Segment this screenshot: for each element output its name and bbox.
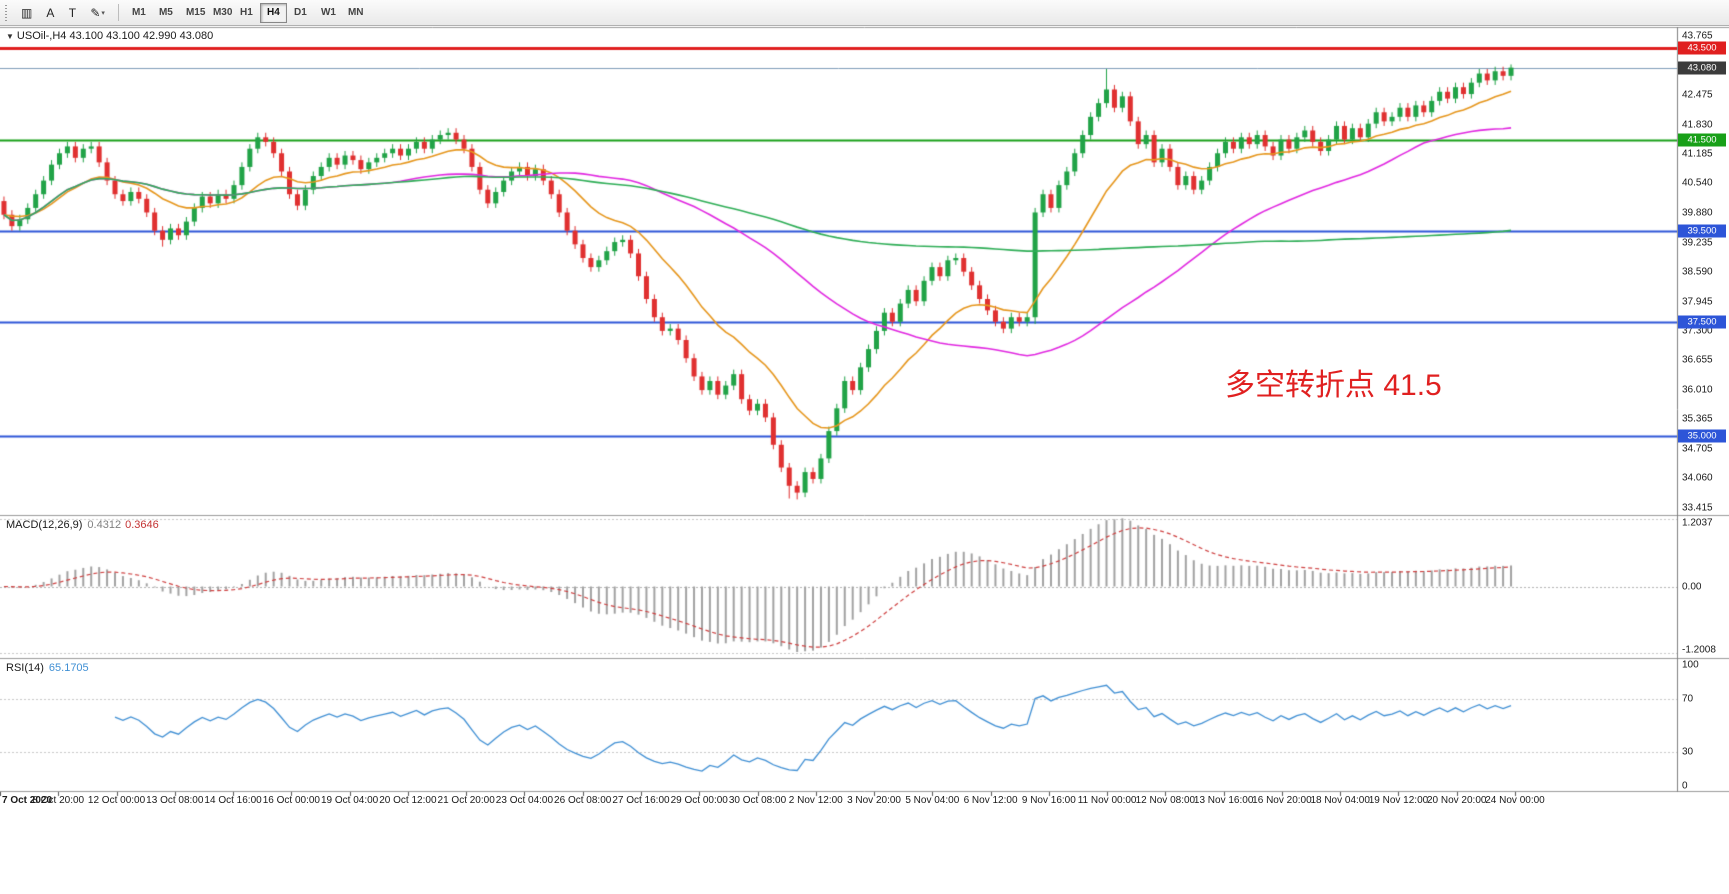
toolbar-grip[interactable] — [4, 4, 9, 21]
price-line-badge: 43.500 — [1678, 41, 1726, 55]
timeframe-button-M1[interactable]: M1 — [125, 3, 152, 23]
time-axis-label: 19 Oct 04:00 — [320, 795, 379, 806]
arrow-tool[interactable]: A — [39, 3, 61, 23]
price-axis-label: 35.365 — [1682, 413, 1713, 425]
price-line-badge: 37.500 — [1678, 315, 1726, 329]
time-axis-label: 3 Nov 20:00 — [847, 795, 901, 806]
text-tool[interactable]: T — [61, 3, 83, 23]
time-axis-label: 18 Nov 04:00 — [1310, 795, 1370, 806]
timeframe-button-M5[interactable]: M5 — [152, 3, 179, 23]
macd-axis-label: 1.2037 — [1682, 517, 1713, 529]
price-axis-label: 40.540 — [1682, 177, 1713, 189]
time-axis-label: 30 Oct 08:00 — [728, 795, 787, 806]
rsi-axis-label: 30 — [1682, 746, 1694, 758]
timeframe-button-H1[interactable]: H1 — [233, 3, 260, 23]
toolbar: ▥ A T ✎ ▾ M1 M5 M15 M30 H1 H4 D1 W1 MN — [0, 0, 1729, 26]
time-axis-label: 26 Oct 08:00 — [554, 795, 612, 806]
price-axis-label: 37.945 — [1682, 296, 1713, 308]
time-axis-label: 8 Oct 20:00 — [32, 795, 85, 806]
rsi-header: RSI(14) 65.1705 — [6, 662, 89, 674]
time-axis-label: 13 Oct 08:00 — [146, 795, 204, 806]
price-line-badge: 35.000 — [1678, 429, 1726, 443]
price-axis-label: 33.415 — [1682, 502, 1713, 514]
tool-buttons: ▥ A T ✎ ▾ — [14, 3, 112, 23]
macd-main-value: 0.4312 — [87, 519, 122, 531]
time-axis-label: 6 Nov 12:00 — [963, 795, 1018, 806]
timeframe-button-D1[interactable]: D1 — [287, 3, 314, 23]
price-axis-label: 39.880 — [1682, 207, 1713, 219]
timeframe-button-M15[interactable]: M15 — [179, 3, 206, 23]
rsi-axis-label: 70 — [1682, 693, 1694, 705]
rsi-axis-label: 100 — [1682, 659, 1699, 671]
rsi-axis-label: 0 — [1682, 780, 1688, 792]
time-axis-label: 11 Nov 00:00 — [1077, 795, 1137, 806]
price-axis-label: 38.590 — [1682, 266, 1713, 278]
price-axis-label: 36.010 — [1682, 384, 1713, 396]
time-axis-label: 12 Nov 08:00 — [1135, 795, 1196, 806]
price-axis-label: 34.705 — [1682, 443, 1713, 455]
time-axis-label: 9 Nov 16:00 — [1021, 795, 1076, 806]
time-axis-label: 23 Oct 04:00 — [495, 795, 554, 806]
shapes-tool[interactable]: ✎ ▾ — [83, 3, 112, 23]
macd-header: MACD(12,26,9) 0.4312 0.3646 — [6, 519, 159, 531]
price-axis-label: 36.655 — [1682, 354, 1713, 366]
price-line-badge: 39.500 — [1678, 224, 1726, 238]
time-axis-label: 24 Nov 00:00 — [1485, 795, 1545, 806]
timeframe-button-M30[interactable]: M30 — [206, 3, 233, 23]
timeframe-button-W1[interactable]: W1 — [314, 3, 341, 23]
time-axis-label: 20 Oct 12:00 — [379, 795, 437, 806]
macd-signal-value: 0.3646 — [125, 519, 159, 531]
macd-title: MACD(12,26,9) — [6, 519, 83, 531]
time-axis-label: 12 Oct 00:00 — [87, 795, 146, 806]
time-axis-label: 29 Oct 00:00 — [670, 795, 728, 806]
timeframe-button-MN[interactable]: MN — [341, 3, 368, 23]
price-line-badge: 41.500 — [1678, 133, 1726, 147]
time-axis-label: 16 Oct 00:00 — [262, 795, 320, 806]
price-axis-label: 37.300 — [1682, 325, 1713, 337]
time-axis-label: 14 Oct 16:00 — [204, 795, 262, 806]
timeframe-button-H4[interactable]: H4 — [259, 2, 287, 23]
timeframe-toolbar: M1 M5 M15 M30 H1 H4 D1 W1 MN — [125, 2, 368, 23]
time-axis-label: 16 Nov 20:00 — [1252, 795, 1312, 806]
charts-grid-icon[interactable]: ▥ — [14, 3, 39, 23]
chart-annotation[interactable]: 多空转折点 41.5 — [1225, 369, 1442, 402]
rsi-title: RSI(14) — [6, 662, 44, 674]
price-axis-label: 34.060 — [1682, 472, 1713, 484]
time-axis-label: 27 Oct 16:00 — [612, 795, 670, 806]
rsi-value: 65.1705 — [48, 662, 89, 674]
time-axis-label: 13 Nov 16:00 — [1193, 795, 1254, 806]
symbol-ohlc-label: USOil-,H4 43.100 43.100 42.990 43.080 — [16, 30, 214, 42]
price-axis-label: 41.830 — [1682, 119, 1713, 131]
time-axis-label: 19 Nov 12:00 — [1368, 795, 1429, 806]
time-axis-label: 21 Oct 20:00 — [437, 795, 495, 806]
time-axis-label: 20 Nov 20:00 — [1426, 795, 1487, 806]
macd-axis-label: -1.2008 — [1682, 644, 1716, 656]
current-price-badge: 43.080 — [1678, 61, 1726, 75]
macd-axis-label: 0.00 — [1682, 581, 1702, 592]
collapse-indicator-icon: ▼ — [6, 32, 14, 41]
time-axis-label: 7 Oct 2020 — [2, 795, 53, 806]
chart-title: ▼ USOil-,H4 43.100 43.100 42.990 43.080 — [6, 30, 213, 42]
toolbar-separator — [117, 4, 119, 21]
time-axis-label: 2 Nov 12:00 — [788, 795, 843, 806]
price-axis-label: 42.475 — [1682, 89, 1713, 101]
price-axis-label: 39.235 — [1682, 237, 1713, 249]
time-axis-label: 5 Nov 04:00 — [905, 795, 960, 806]
price-axis-label: 43.765 — [1682, 30, 1713, 42]
price-axis-label: 41.185 — [1682, 148, 1713, 160]
